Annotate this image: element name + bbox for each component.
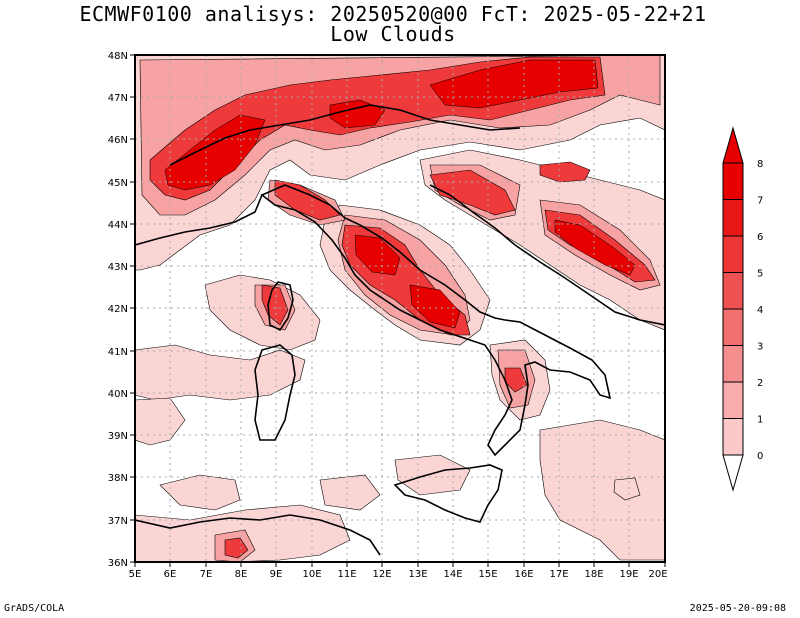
footer-software-label: GrADS/COLA	[4, 603, 65, 614]
lon-label: 9E	[270, 569, 283, 580]
colorbar-box	[722, 199, 744, 237]
lat-label: 36N	[108, 558, 128, 569]
chart-subtitle: Low Clouds	[330, 22, 456, 46]
lat-label: 41N	[108, 347, 128, 358]
lon-labels: 5E 6E 7E 8E 9E 10E 11E 12E 13E 14E 15E 1…	[129, 569, 668, 580]
colorbar-label: 7	[757, 196, 763, 207]
lon-label: 19E	[619, 569, 638, 580]
lon-label: 18E	[584, 569, 603, 580]
lat-label: 42N	[108, 304, 128, 315]
colorbar-min-arrow	[722, 454, 744, 492]
colorbar-box	[722, 308, 744, 346]
lat-label: 46N	[108, 135, 128, 146]
lon-label: 8E	[235, 569, 248, 580]
chart-title: ECMWF0100 analisys: 20250520@00 FcT: 202…	[79, 2, 707, 26]
footer-timestamp: 2025-05-20-09:08	[689, 603, 786, 614]
lat-label: 38N	[108, 473, 128, 484]
lat-label: 40N	[108, 389, 128, 400]
colorbar-box	[722, 272, 744, 310]
coastlines	[135, 104, 665, 556]
lat-label: 48N	[108, 51, 128, 62]
colorbar-label: 5	[757, 269, 763, 280]
lon-label: 14E	[443, 569, 462, 580]
lon-label: 13E	[408, 569, 427, 580]
lat-ticks	[130, 54, 135, 563]
lon-label: 10E	[302, 569, 321, 580]
colorbar-label: 3	[757, 342, 763, 353]
colorbar-max-arrow	[722, 126, 744, 164]
colorbar: 0 1 2 3 4 5 6 7 8	[722, 126, 763, 492]
colorbar-box	[722, 345, 744, 383]
lat-label: 37N	[108, 516, 128, 527]
colorbar-label: 4	[757, 305, 763, 316]
cloud-field	[135, 55, 665, 562]
lon-label: 15E	[478, 569, 497, 580]
colorbar-box	[722, 162, 744, 200]
colorbar-box	[722, 235, 744, 273]
lon-label: 6E	[164, 569, 177, 580]
colorbar-label: 8	[757, 159, 763, 170]
lon-label: 7E	[200, 569, 213, 580]
lon-label: 16E	[514, 569, 533, 580]
colorbar-label: 6	[757, 232, 763, 243]
lon-label: 12E	[372, 569, 391, 580]
lat-label: 39N	[108, 431, 128, 442]
lon-label: 5E	[129, 569, 142, 580]
lon-label: 11E	[337, 569, 356, 580]
colorbar-box	[722, 418, 744, 456]
lat-labels: 48N 47N 46N 45N 44N 43N 42N 41N 40N 39N …	[108, 51, 128, 569]
colorbar-box	[722, 381, 744, 419]
lat-label: 44N	[108, 220, 128, 231]
lat-label: 47N	[108, 93, 128, 104]
lon-label: 20E	[648, 569, 667, 580]
colorbar-label: 0	[757, 451, 763, 462]
colorbar-label: 1	[757, 415, 763, 426]
lat-label: 45N	[108, 178, 128, 189]
colorbar-label: 2	[757, 378, 763, 389]
lat-label: 43N	[108, 262, 128, 273]
lon-ticks	[134, 562, 666, 567]
lon-label: 17E	[549, 569, 568, 580]
graticule	[135, 55, 665, 562]
